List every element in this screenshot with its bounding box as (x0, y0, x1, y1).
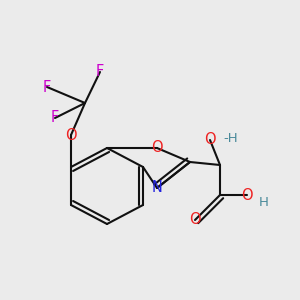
Text: O: O (65, 128, 77, 142)
Text: O: O (189, 212, 201, 227)
Text: O: O (204, 133, 216, 148)
Text: N: N (152, 181, 162, 196)
Text: O: O (241, 188, 253, 202)
Text: F: F (96, 64, 104, 80)
Text: -H: -H (223, 133, 238, 146)
Text: O: O (151, 140, 163, 155)
Text: F: F (43, 80, 51, 94)
Text: F: F (51, 110, 59, 125)
Text: H: H (259, 196, 269, 209)
